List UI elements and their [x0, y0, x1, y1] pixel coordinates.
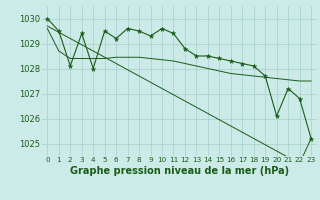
X-axis label: Graphe pression niveau de la mer (hPa): Graphe pression niveau de la mer (hPa)	[70, 166, 289, 176]
